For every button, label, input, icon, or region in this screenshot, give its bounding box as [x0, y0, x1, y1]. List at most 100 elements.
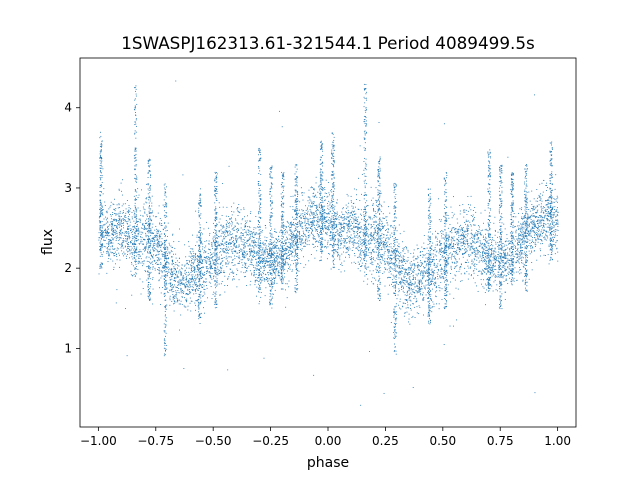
data-point — [261, 267, 262, 269]
data-point — [480, 260, 482, 262]
data-point — [206, 260, 208, 262]
data-point — [351, 210, 353, 212]
data-point — [286, 262, 288, 264]
data-point — [183, 293, 185, 294]
data-point — [417, 291, 419, 293]
data-point — [326, 196, 328, 198]
data-point — [343, 238, 345, 240]
data-point — [156, 243, 158, 245]
data-point — [375, 245, 377, 247]
data-point — [316, 229, 318, 230]
data-point — [377, 239, 379, 241]
data-point — [243, 254, 245, 256]
data-point — [118, 219, 120, 220]
data-point — [290, 235, 292, 237]
data-point — [105, 232, 107, 234]
data-point — [452, 215, 454, 217]
data-point — [495, 257, 497, 259]
data-point — [372, 250, 374, 252]
data-point — [287, 252, 289, 253]
data-point — [431, 245, 433, 247]
data-point — [424, 248, 426, 250]
data-point — [112, 224, 114, 226]
data-point — [536, 234, 538, 236]
data-point — [259, 251, 261, 253]
data-point — [253, 255, 255, 257]
data-point — [153, 245, 155, 246]
data-point — [445, 238, 447, 240]
data-point — [378, 230, 380, 232]
data-point — [191, 255, 193, 257]
data-point — [365, 212, 367, 214]
data-point — [188, 245, 190, 247]
data-point — [195, 278, 197, 280]
data-point — [170, 274, 172, 276]
data-point — [255, 268, 257, 270]
data-point — [158, 240, 160, 242]
data-point — [183, 283, 185, 285]
data-point — [529, 200, 531, 202]
data-point — [228, 225, 230, 227]
data-point — [413, 249, 415, 251]
data-point — [231, 279, 233, 281]
data-point — [297, 249, 299, 250]
data-point — [516, 242, 518, 244]
data-point — [427, 223, 429, 225]
data-point — [344, 218, 346, 220]
data-point — [128, 246, 130, 248]
data-point — [261, 253, 263, 255]
data-point — [361, 245, 363, 247]
data-point — [342, 247, 344, 249]
data-point — [132, 228, 134, 230]
data-point — [226, 206, 228, 208]
data-point — [525, 236, 527, 238]
data-point — [329, 235, 331, 237]
data-point — [440, 219, 442, 221]
data-point — [315, 229, 317, 230]
data-point — [244, 252, 246, 254]
data-point — [149, 245, 151, 247]
data-point — [498, 274, 500, 276]
data-point — [421, 287, 423, 289]
data-point — [465, 240, 467, 242]
data-point — [555, 200, 557, 202]
data-point — [190, 300, 192, 302]
data-point — [265, 247, 267, 249]
data-point — [426, 276, 428, 277]
data-point — [549, 213, 551, 215]
data-point — [354, 253, 356, 254]
data-point — [340, 239, 342, 241]
data-point — [490, 260, 492, 262]
data-point — [179, 292, 181, 294]
data-point — [194, 276, 196, 278]
data-point — [422, 256, 424, 258]
data-point — [172, 294, 174, 295]
data-point — [348, 241, 350, 243]
data-point — [272, 286, 274, 287]
data-point — [403, 286, 404, 288]
data-point — [425, 284, 427, 286]
data-point — [420, 273, 422, 274]
data-point — [99, 215, 101, 217]
data-point — [184, 244, 186, 246]
data-point — [394, 258, 396, 260]
data-point — [130, 242, 132, 244]
data-point — [398, 255, 400, 257]
data-point — [541, 233, 543, 234]
data-point — [302, 222, 304, 223]
data-point — [297, 246, 298, 248]
data-point — [341, 262, 343, 264]
data-point — [431, 268, 433, 270]
data-point — [433, 250, 435, 252]
data-point — [189, 283, 191, 285]
data-point — [490, 271, 492, 273]
data-point — [227, 252, 229, 254]
data-point — [118, 224, 120, 226]
data-point — [540, 231, 542, 233]
data-point — [179, 282, 181, 284]
data-point — [294, 255, 296, 257]
data-point — [243, 244, 245, 246]
data-point — [263, 278, 265, 280]
data-point — [225, 245, 227, 247]
data-point — [450, 258, 452, 260]
